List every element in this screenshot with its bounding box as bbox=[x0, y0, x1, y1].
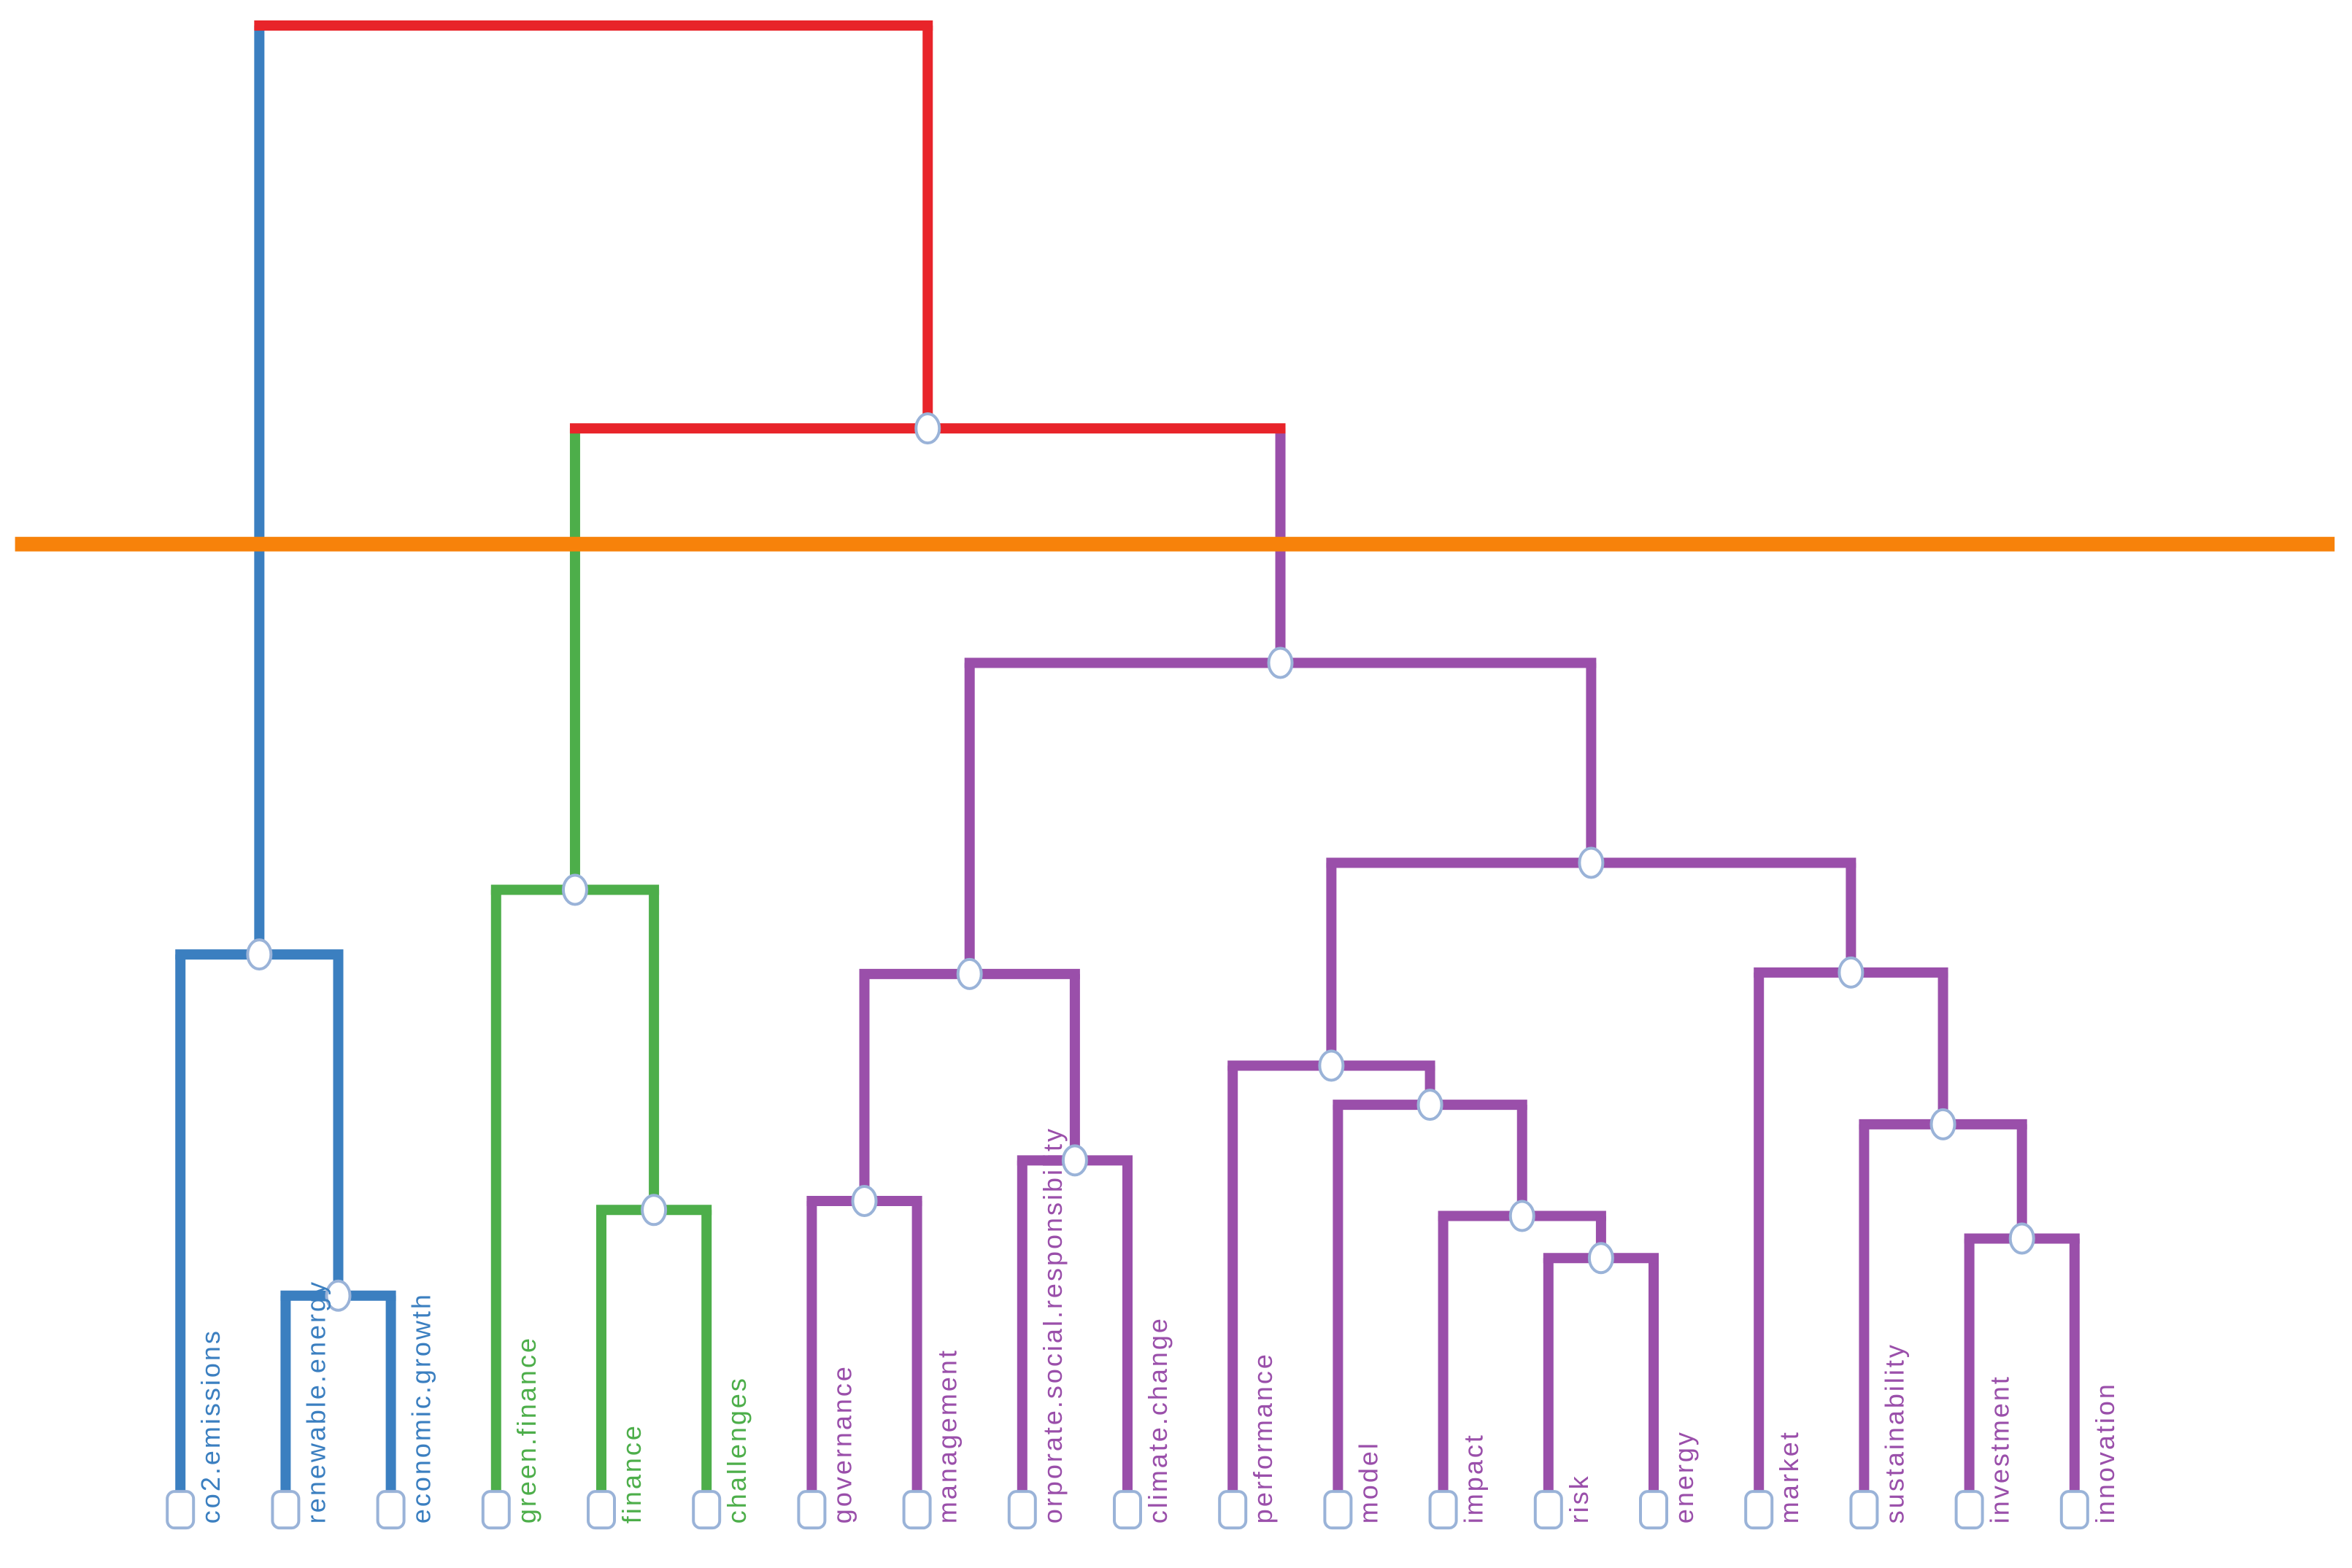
leaf-label: climate.change bbox=[1143, 1316, 1173, 1523]
merge-renewable-economic-node bbox=[325, 1279, 352, 1312]
leaf-label: impact bbox=[1459, 1433, 1489, 1523]
leaf-terminals bbox=[166, 1490, 2089, 1530]
leaf-label: management bbox=[933, 1348, 963, 1523]
leaf-label: performance bbox=[1248, 1352, 1278, 1523]
merge-green-cluster-node bbox=[561, 873, 588, 906]
leaf-label: finance bbox=[617, 1424, 647, 1523]
leaf-terminal bbox=[1323, 1490, 1353, 1530]
leaf-label: sustainability bbox=[1879, 1343, 1909, 1523]
leaf-terminal bbox=[1744, 1490, 1774, 1530]
leaf-terminal bbox=[1954, 1490, 1984, 1530]
merge-model-group-node bbox=[1416, 1089, 1443, 1121]
merge-impact-risk-energy-node bbox=[1508, 1200, 1535, 1232]
merge-risk-energy-node bbox=[1587, 1242, 1614, 1275]
merge-sustainability-group-node bbox=[1929, 1108, 1956, 1140]
merge-market-group-node bbox=[1838, 956, 1865, 989]
leaf-label: energy bbox=[1669, 1430, 1699, 1523]
merge-governance-group-node bbox=[956, 957, 983, 990]
leaf-label: renewable.energy bbox=[301, 1280, 331, 1523]
merge-investment-innovation-node bbox=[2008, 1222, 2035, 1255]
leaf-label: governance bbox=[827, 1364, 857, 1523]
leaf-terminal bbox=[1849, 1490, 1879, 1530]
dendrogram-edges bbox=[175, 20, 2080, 1508]
leaf-label: economic.growth bbox=[406, 1292, 436, 1523]
leaf-terminal bbox=[166, 1490, 196, 1530]
leaf-label: innovation bbox=[2090, 1382, 2120, 1523]
leaf-terminal bbox=[797, 1490, 827, 1530]
leaf-terminal bbox=[1639, 1490, 1668, 1530]
merge-csr-climate-node bbox=[1061, 1144, 1088, 1177]
leaf-terminal bbox=[692, 1490, 722, 1530]
leaf-label: green.finance bbox=[512, 1336, 541, 1523]
leaf-terminal bbox=[271, 1490, 301, 1530]
merge-performance-group-node bbox=[1318, 1049, 1345, 1082]
leaf-label: investment bbox=[1985, 1375, 2015, 1523]
merge-nodes bbox=[246, 412, 2035, 1312]
leaf-terminal bbox=[2059, 1490, 2089, 1530]
merge-performance-market-node bbox=[1578, 846, 1605, 879]
merge-finance-challenges-node bbox=[641, 1194, 668, 1227]
merge-green-purple-node bbox=[914, 412, 941, 445]
leaf-terminal bbox=[1113, 1490, 1142, 1530]
leaf-terminal bbox=[587, 1490, 616, 1530]
leaf-labels: co2.emissions renewable.energy economic.gr… bbox=[196, 1127, 2120, 1523]
leaf-terminal bbox=[1533, 1490, 1563, 1530]
leaf-label: co2.emissions bbox=[196, 1329, 225, 1523]
leaf-terminal bbox=[1007, 1490, 1037, 1530]
merge-blue-cluster-node bbox=[246, 938, 273, 971]
leaf-label: orporate.social.responsibility bbox=[1038, 1127, 1068, 1523]
merge-purple-cluster-node bbox=[1267, 646, 1294, 679]
leaf-terminal bbox=[376, 1490, 406, 1530]
leaf-label: challenges bbox=[722, 1376, 752, 1523]
leaf-terminal bbox=[902, 1490, 932, 1530]
leaf-terminal bbox=[1428, 1490, 1458, 1530]
leaf-label: market bbox=[1774, 1430, 1804, 1523]
leaf-terminal bbox=[481, 1490, 511, 1530]
leaf-terminal bbox=[1218, 1490, 1248, 1530]
leaf-label: model bbox=[1353, 1441, 1383, 1523]
merge-governance-management-node bbox=[851, 1184, 878, 1217]
leaf-label: risk bbox=[1564, 1474, 1594, 1523]
